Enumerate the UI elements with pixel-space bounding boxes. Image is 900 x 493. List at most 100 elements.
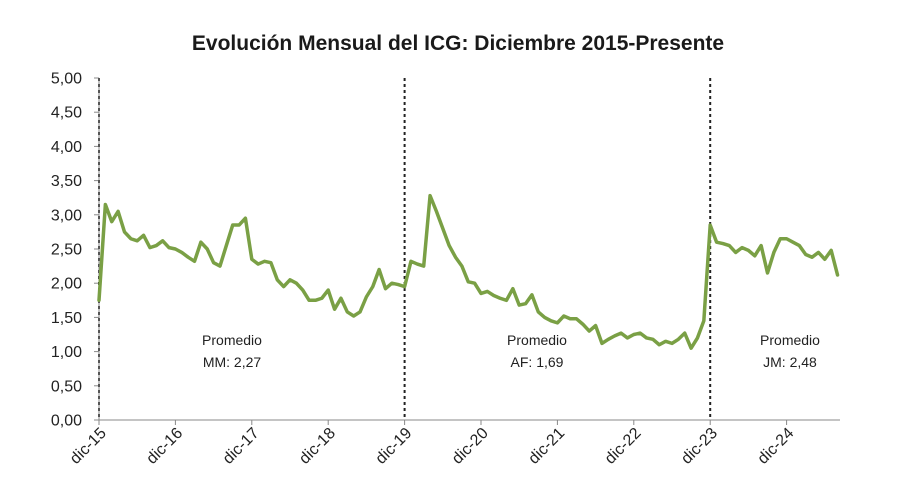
x-tick-label: dic-16 xyxy=(143,425,186,468)
data-point xyxy=(264,261,265,262)
series-group xyxy=(97,193,840,350)
data-point xyxy=(831,250,832,251)
data-point xyxy=(258,264,259,265)
data-point xyxy=(837,274,838,275)
data-point xyxy=(729,245,730,246)
data-point xyxy=(461,266,462,267)
x-tick-label: dic-15 xyxy=(67,425,110,468)
data-point xyxy=(328,290,329,291)
data-point xyxy=(169,247,170,248)
y-axis-ticks: 0,00 0,50 1,00 1,50 2,00 2,50 3,00 3,50 4,00 4,50… xyxy=(51,71,99,430)
data-point xyxy=(111,221,112,222)
data-point xyxy=(398,284,399,285)
data-point xyxy=(226,245,227,246)
data-point xyxy=(315,300,316,301)
data-point xyxy=(379,269,380,270)
data-point xyxy=(716,242,717,243)
data-point xyxy=(239,225,240,226)
data-point xyxy=(360,311,361,312)
data-point xyxy=(672,343,673,344)
data-point xyxy=(640,333,641,334)
data-point xyxy=(767,272,768,273)
data-point xyxy=(627,337,628,338)
chart-title: Evolución Mensual del ICG: Diciembre 201… xyxy=(192,32,724,55)
x-tick-label: dic-22 xyxy=(602,425,645,468)
data-point xyxy=(430,195,431,196)
data-point xyxy=(512,288,513,289)
data-point xyxy=(130,238,131,239)
data-point xyxy=(194,261,195,262)
data-point xyxy=(175,249,176,250)
data-point xyxy=(468,281,469,282)
data-point xyxy=(754,255,755,256)
data-point xyxy=(181,252,182,253)
data-point xyxy=(309,300,310,301)
data-point xyxy=(684,333,685,334)
data-point xyxy=(143,235,144,236)
data-point xyxy=(735,252,736,253)
data-point xyxy=(302,290,303,291)
y-tick-label: 5,00 xyxy=(51,71,82,88)
data-point xyxy=(659,344,660,345)
data-point xyxy=(506,300,507,301)
data-point xyxy=(124,231,125,232)
data-point xyxy=(748,250,749,251)
x-tick-label: dic-21 xyxy=(525,425,568,468)
data-point xyxy=(722,243,723,244)
data-point xyxy=(710,225,711,226)
data-point xyxy=(703,320,704,321)
data-point xyxy=(525,303,526,304)
series-line-icg xyxy=(97,193,840,350)
x-tick-label: dic-17 xyxy=(220,425,263,468)
data-point xyxy=(207,249,208,250)
data-point xyxy=(519,305,520,306)
data-point xyxy=(773,252,774,253)
data-point xyxy=(812,257,813,258)
data-point xyxy=(474,283,475,284)
data-point xyxy=(531,294,532,295)
data-point xyxy=(487,291,488,292)
data-point xyxy=(417,264,418,265)
annotation-value-af: AF: 1,69 xyxy=(511,354,564,370)
y-tick-label: 2,00 xyxy=(51,276,82,293)
y-tick-label: 1,50 xyxy=(51,310,82,327)
x-axis-ticks: dic-15 dic-16 dic-17 dic-18 dic-19 dic-20 dic-… xyxy=(67,420,798,468)
data-point xyxy=(652,339,653,340)
data-point xyxy=(251,259,252,260)
data-point xyxy=(761,245,762,246)
data-point xyxy=(691,348,692,349)
data-point xyxy=(786,238,787,239)
annotation-value-jm: JM: 2,48 xyxy=(763,354,817,370)
data-point xyxy=(213,262,214,263)
data-point xyxy=(423,266,424,267)
data-point xyxy=(792,242,793,243)
data-point xyxy=(601,343,602,344)
data-point xyxy=(665,341,666,342)
x-tick-label: dic-23 xyxy=(678,425,721,468)
data-point xyxy=(608,339,609,340)
data-point xyxy=(551,320,552,321)
data-point xyxy=(481,293,482,294)
y-tick-label: 0,00 xyxy=(51,413,82,430)
data-point xyxy=(105,204,106,205)
data-point xyxy=(149,247,150,248)
annotation-label-af: Promedio xyxy=(507,332,567,348)
data-point xyxy=(156,245,157,246)
data-point xyxy=(538,311,539,312)
data-point xyxy=(340,298,341,299)
data-point xyxy=(500,298,501,299)
data-point xyxy=(570,318,571,319)
data-point xyxy=(404,286,405,287)
data-point xyxy=(646,337,647,338)
data-point xyxy=(283,286,284,287)
data-point xyxy=(442,228,443,229)
data-point xyxy=(697,337,698,338)
y-tick-label: 2,50 xyxy=(51,242,82,259)
data-point xyxy=(544,317,545,318)
data-point xyxy=(277,279,278,280)
data-point xyxy=(270,262,271,263)
data-point xyxy=(557,322,558,323)
data-point xyxy=(582,324,583,325)
data-point xyxy=(232,225,233,226)
annotation-value-mm: MM: 2,27 xyxy=(203,354,262,370)
